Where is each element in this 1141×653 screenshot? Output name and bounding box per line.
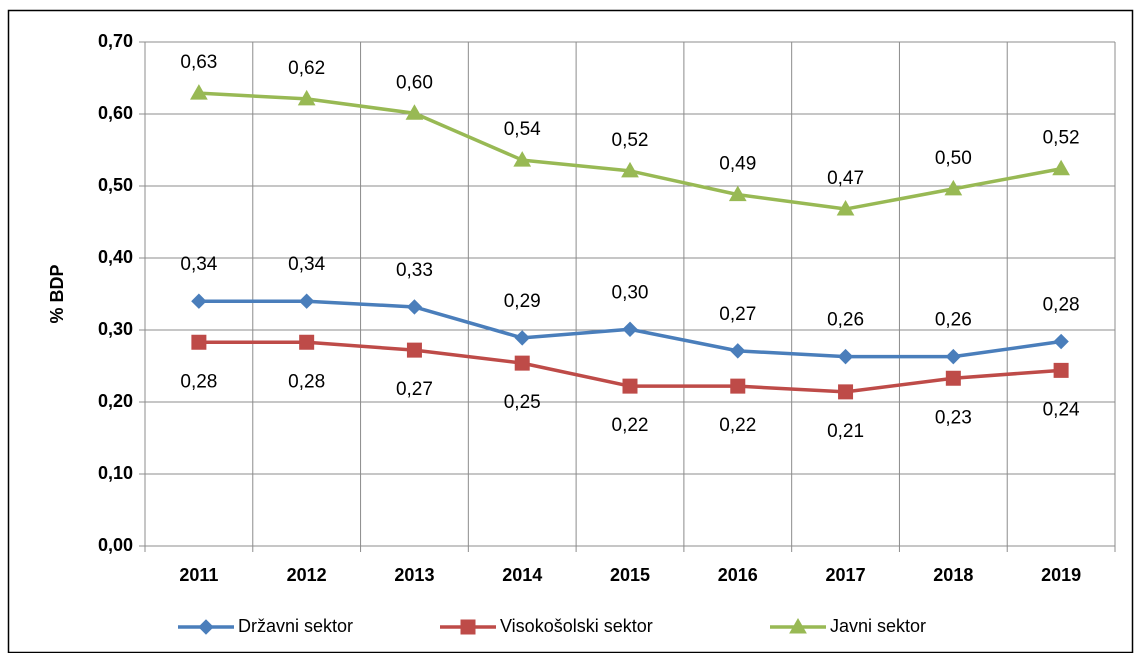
data-label: 0,30 — [612, 282, 649, 303]
data-point — [728, 185, 747, 202]
x-tick-label: 2013 — [394, 565, 434, 585]
data-label: 0,49 — [719, 154, 756, 175]
data-point — [405, 104, 424, 120]
data-label: 0,60 — [396, 72, 433, 93]
data-point — [191, 334, 207, 350]
legend-marker — [460, 619, 476, 635]
data-label: 0,22 — [612, 415, 649, 436]
legend-label: Državni sektor — [238, 616, 353, 636]
data-point — [1053, 362, 1069, 378]
data-label: 0,25 — [504, 392, 541, 413]
data-point — [622, 378, 638, 394]
y-axis-title: % BDP — [47, 264, 67, 323]
data-point — [1052, 159, 1070, 176]
legend-label: Javni sektor — [830, 616, 926, 636]
chart-frame — [7, 9, 1134, 653]
data-point — [191, 293, 207, 309]
data-point — [945, 370, 961, 386]
data-label: 0,50 — [935, 148, 972, 169]
data-point — [945, 348, 962, 365]
data-point — [944, 179, 963, 196]
data-point — [514, 355, 530, 371]
x-tick-label: 2011 — [179, 565, 218, 585]
data-label: 0,22 — [719, 415, 756, 436]
y-tick-label: 0,10 — [98, 463, 133, 483]
data-label: 0,26 — [935, 310, 972, 331]
data-label: 0,52 — [612, 130, 649, 151]
data-point — [836, 200, 855, 216]
legend-marker — [198, 619, 214, 635]
x-tick-label: 2019 — [1041, 565, 1081, 585]
y-tick-label: 0,20 — [98, 391, 133, 411]
y-tick-label: 0,40 — [98, 247, 133, 267]
x-tick-label: 2016 — [718, 565, 758, 585]
x-tick-label: 2014 — [502, 565, 542, 585]
x-tick-label: 2012 — [287, 565, 327, 585]
data-label: 0,21 — [827, 421, 864, 442]
data-label: 0,29 — [504, 291, 541, 312]
series-line — [198, 91, 1062, 211]
data-point — [190, 84, 208, 100]
data-label: 0,34 — [180, 254, 217, 275]
data-point — [838, 384, 854, 400]
data-label: 0,52 — [1043, 128, 1080, 149]
data-point — [406, 342, 422, 358]
data-label: 0,24 — [1043, 399, 1080, 420]
y-tick-label: 0,60 — [98, 103, 133, 123]
data-point — [622, 321, 638, 337]
data-label: 0,63 — [180, 52, 217, 73]
data-point — [514, 330, 530, 346]
x-tick-label: 2017 — [826, 565, 866, 585]
legend-marker — [789, 617, 807, 634]
data-point — [299, 334, 315, 350]
data-point — [298, 293, 315, 309]
data-label: 0,26 — [827, 310, 864, 331]
data-label: 0,28 — [288, 371, 325, 392]
data-point — [837, 348, 854, 365]
data-label: 0,28 — [180, 371, 217, 392]
data-label: 0,28 — [1043, 295, 1080, 316]
y-tick-label: 0,30 — [98, 319, 133, 339]
y-tick-label: 0,50 — [98, 175, 133, 195]
data-point — [621, 161, 639, 178]
y-tick-label: 0,70 — [98, 31, 133, 51]
data-label: 0,54 — [504, 119, 541, 140]
data-point — [730, 378, 746, 394]
data-label: 0,62 — [288, 58, 325, 79]
data-label: 0,27 — [719, 304, 756, 325]
data-point — [730, 343, 746, 359]
legend-label: Visokošolski sektor — [500, 616, 653, 636]
data-point — [513, 151, 532, 167]
data-label: 0,47 — [827, 168, 864, 189]
y-tick-label: 0,00 — [98, 535, 133, 555]
data-point — [1053, 333, 1069, 350]
data-label: 0,23 — [935, 407, 972, 428]
data-label: 0,27 — [396, 379, 433, 400]
data-point — [406, 299, 423, 315]
x-tick-label: 2015 — [610, 565, 650, 585]
x-tick-label: 2018 — [933, 565, 973, 585]
data-point — [297, 89, 316, 106]
data-label: 0,34 — [288, 254, 325, 275]
data-label: 0,33 — [396, 260, 433, 281]
